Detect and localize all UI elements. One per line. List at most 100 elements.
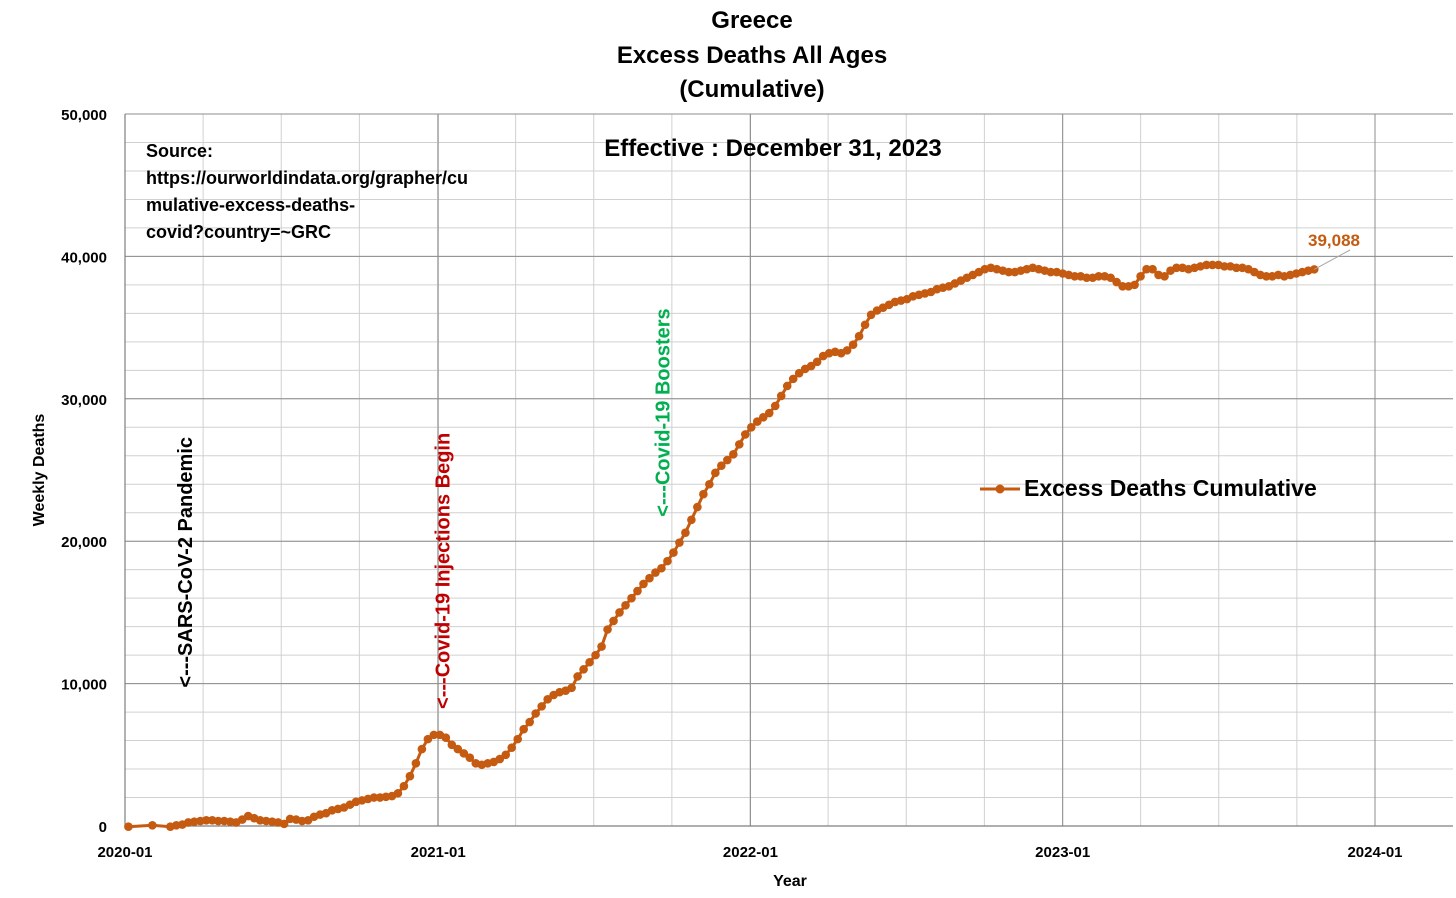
data-point [537,702,546,711]
x-tick-label: 2020-01 [97,844,152,861]
data-point [657,563,666,573]
data-point [764,408,774,418]
data-point [1148,264,1157,274]
titles: Greece Excess Deaths All Ages (Cumulative)… [31,7,887,890]
data-point [735,440,744,449]
source-text-line: covid?country=~GRC [146,222,331,242]
data-point [543,694,552,704]
event-annotation: <---Covid-19 Injections Begin [432,433,454,709]
legend-marker [995,484,1005,494]
y-tick-label: 0 [99,819,107,836]
data-point [411,759,421,768]
data-point [124,822,133,832]
data-point [1232,263,1241,273]
last-value-label: 39,088 [1308,231,1360,250]
data-point [633,586,642,596]
data-point [447,740,457,750]
data-point [495,754,505,764]
data-point [1130,280,1139,290]
data-point [806,361,816,371]
last-value-leader [1314,249,1351,270]
data-point [687,515,696,525]
source-text-line: mulative-excess-deaths- [146,195,355,215]
legend-label: Excess Deaths Cumulative [1024,475,1317,501]
data-point [770,401,780,411]
data-point [1046,267,1056,277]
data-point [776,391,786,401]
grid-minor [124,113,1453,827]
data-point [1082,273,1091,283]
data-point [1136,272,1145,281]
data-point [405,771,415,781]
data-point [693,502,702,512]
data-point [782,381,792,391]
data-point [1262,272,1271,281]
data-point [842,346,852,355]
data-point [465,753,475,762]
data-point [866,310,876,320]
chart-title-line: (Cumulative) [679,76,824,103]
x-tick-label: 2024-01 [1347,844,1402,861]
legend: Excess Deaths Cumulative [980,475,1317,501]
data-point [1070,272,1079,281]
data-point [429,730,439,740]
data-point [459,749,469,758]
data-point [854,331,864,341]
chart-title-line: Excess Deaths All Ages [617,42,887,69]
data-point [597,642,606,651]
x-axis-label: Year [773,873,807,890]
data-point [501,750,511,760]
source-text-line: Source: [146,141,213,161]
data-point [1309,265,1319,274]
data-point [603,625,612,634]
data-point [812,357,822,367]
data-point [279,819,289,829]
chart-title-line: Greece [711,7,792,34]
x-tick-label: 2021-01 [411,844,466,861]
data-point [513,734,523,744]
data-point [639,579,648,589]
data-point [573,672,582,681]
data-point [567,683,576,693]
data-point [519,724,528,734]
data-point [531,709,540,718]
x-tick-label: 2022-01 [723,844,778,861]
data-point [579,665,588,674]
data-point [717,461,726,471]
effective-date-label: Effective : December 31, 2023 [604,135,942,162]
data-point [627,593,636,603]
axes [124,114,1453,827]
y-tick-label: 30,000 [61,392,107,409]
tick-labels: 0 10,000 20,000 30,000 40,000 50,000 2020-01 20… [61,107,1402,861]
grid-major [124,113,1453,827]
data-point [663,556,672,566]
data-point [1202,260,1211,270]
data-point [615,608,624,617]
data-point [645,573,654,583]
y-tick-label: 20,000 [61,534,107,551]
y-tick-label: 40,000 [61,249,107,266]
data-point [1106,273,1115,283]
data-point [729,450,738,459]
data-point [1112,277,1121,287]
data-point [723,455,732,465]
data-point [591,650,600,660]
data-point [585,657,594,667]
data-point [621,600,630,610]
data-point [507,743,517,752]
data-point [1220,262,1229,271]
data-point [794,368,804,378]
data-point [848,340,858,349]
data-point [148,820,157,830]
data-point [752,417,762,426]
y-axis-label: Weekly Deaths [31,414,48,527]
data-point [1004,267,1014,277]
x-tick-label: 2023-01 [1035,844,1090,861]
data-point [651,568,660,577]
data-point [746,422,756,432]
data-point [369,793,379,802]
data-point [860,320,870,330]
data-point [417,744,427,754]
data-point [740,430,750,439]
